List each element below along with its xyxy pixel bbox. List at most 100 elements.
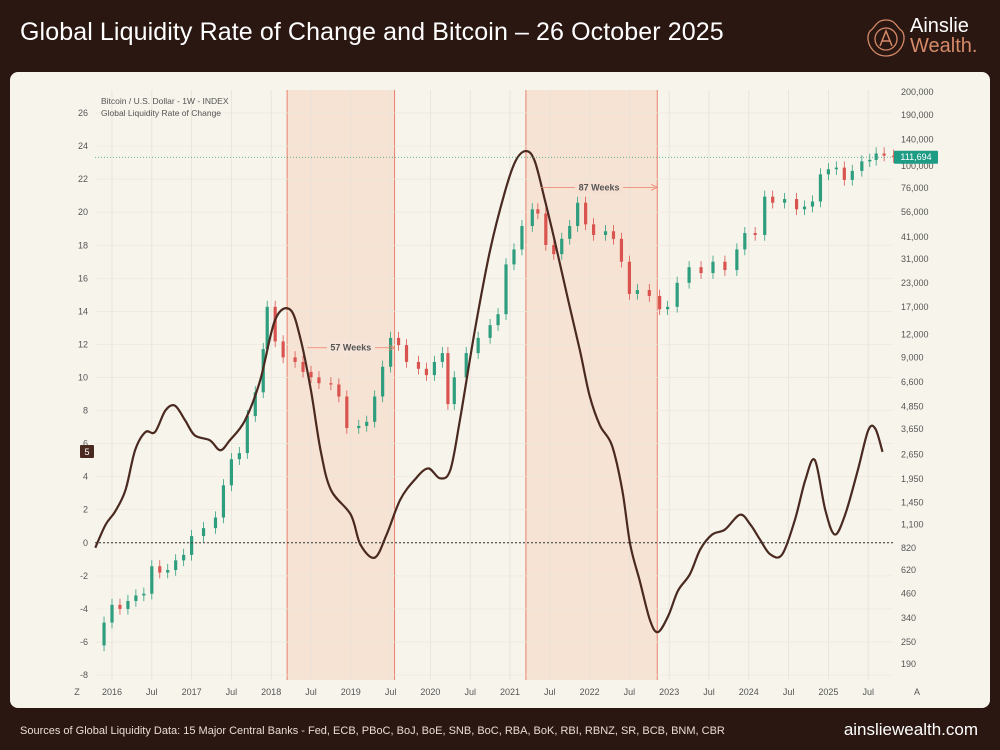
- left-axis-tick: 12: [78, 339, 88, 349]
- candle-body: [201, 528, 206, 537]
- left-axis-tick: -4: [80, 604, 88, 614]
- x-tick-label: 2025: [818, 687, 838, 697]
- sources-footnote: Sources of Global Liquidity Data: 15 Maj…: [20, 725, 725, 737]
- candle-body: [874, 153, 878, 160]
- candle-body: [476, 337, 480, 354]
- left-axis-tick: 26: [78, 108, 88, 118]
- left-axis-tick: 0: [83, 538, 88, 548]
- left-axis-tick: 16: [78, 273, 88, 283]
- candle-body: [452, 377, 456, 405]
- candle-body: [576, 202, 580, 227]
- x-tick-label: 2016: [102, 687, 122, 697]
- left-axis-tick: 10: [78, 373, 88, 383]
- candle-body: [373, 396, 377, 422]
- right-axis-tick: 190,000: [901, 110, 934, 120]
- right-axis-tick: 140,000: [901, 134, 934, 144]
- x-tick-label: 2017: [182, 687, 202, 697]
- left-axis-tick: 4: [83, 472, 88, 482]
- current-price-label: 111,694: [900, 152, 931, 162]
- right-axis-tick: 31,000: [901, 254, 929, 264]
- left-axis-tick: -2: [80, 571, 88, 581]
- candle-body: [440, 353, 444, 362]
- right-axis-tick: 56,000: [901, 207, 929, 217]
- current-price-badge: 111,694: [894, 150, 938, 164]
- candle-body: [611, 231, 616, 239]
- candle-body: [560, 238, 564, 255]
- left-axis-tick: 24: [78, 141, 88, 151]
- candle-body: [743, 233, 747, 250]
- x-tick-label: 2022: [580, 687, 600, 697]
- candle-body: [591, 224, 596, 235]
- x-tick-label: Jul: [385, 687, 397, 697]
- candle-body: [711, 261, 715, 274]
- x-tick-label: Jul: [146, 687, 158, 697]
- x-tick-label: Jul: [544, 687, 556, 697]
- candle-body: [810, 201, 815, 207]
- candle-body: [174, 560, 178, 571]
- candle-body: [868, 159, 872, 162]
- x-tick-label: 2018: [261, 687, 281, 697]
- x-tick-label: Jul: [783, 687, 795, 697]
- candle-body: [245, 416, 249, 454]
- candle-body: [396, 337, 401, 346]
- right-axis-tick: 100,000: [901, 161, 934, 171]
- candle-body: [619, 238, 624, 262]
- candle-body: [771, 196, 775, 203]
- x-tick-label: Jul: [464, 687, 476, 697]
- right-axis-tick: 340: [901, 613, 916, 623]
- logo: Ainslie Wealth.: [866, 15, 996, 60]
- candle-body: [424, 368, 429, 376]
- left-axis-tick: 14: [78, 306, 88, 316]
- legend-bitcoin: Bitcoin / U.S. Dollar - 1W - INDEX: [101, 96, 229, 106]
- candle-body: [142, 593, 146, 596]
- candle-body: [150, 566, 154, 594]
- candle-body: [345, 396, 349, 429]
- candle-body: [834, 167, 838, 170]
- candle-body: [802, 206, 807, 210]
- right-axis-tick: 250: [901, 637, 916, 647]
- period-label-bg: [326, 340, 375, 354]
- period-label: 57 Weeks: [330, 343, 371, 353]
- candle-body: [404, 345, 409, 362]
- x-tick-label: 2023: [659, 687, 679, 697]
- candle-body: [603, 231, 608, 235]
- candle-body: [552, 245, 556, 255]
- candle-body: [237, 453, 241, 460]
- candle-body: [842, 167, 846, 180]
- left-axis-tick: 6: [83, 439, 88, 449]
- candle-body: [544, 213, 548, 246]
- right-axis-tick: 1,450: [901, 497, 924, 507]
- right-axis-tick: 820: [901, 543, 916, 553]
- period-label: 87 Weeks: [579, 182, 620, 192]
- ainslie-logo-mark-icon: [867, 19, 905, 57]
- candle-body: [381, 366, 385, 397]
- left-axis-tick: 8: [83, 406, 88, 416]
- left-axis-tick: -8: [80, 670, 88, 680]
- arrow-head-icon: [388, 344, 396, 352]
- candle-body: [365, 421, 369, 426]
- candle-body: [432, 361, 436, 376]
- candle-body: [568, 226, 572, 239]
- candle-body: [190, 536, 194, 555]
- candle-body: [229, 459, 233, 486]
- candle-body: [753, 233, 757, 235]
- logo-text-ainslie: Ainslie: [910, 15, 969, 37]
- x-tick-label: 2021: [500, 687, 520, 697]
- right-axis-tick: 460: [901, 589, 916, 599]
- candle-body: [357, 425, 361, 429]
- right-axis-tick: 23,000: [901, 278, 929, 288]
- candle-body: [699, 267, 703, 274]
- candle-body: [860, 161, 864, 171]
- right-axis-tick: 620: [901, 565, 916, 575]
- logo-text-wealth: Wealth.: [910, 35, 978, 57]
- right-axis-tick: 190: [901, 659, 916, 669]
- x-tick-label: Jul: [624, 687, 636, 697]
- candle-body: [253, 392, 257, 417]
- shaded-period: [287, 90, 395, 680]
- candle-body: [301, 361, 305, 372]
- left-axis-tick: 2: [83, 505, 88, 515]
- right-axis-tick: 4,850: [901, 402, 924, 412]
- website-link[interactable]: ainsliewealth.com: [843, 720, 978, 739]
- candle-body: [496, 314, 500, 326]
- candle-body: [850, 170, 854, 180]
